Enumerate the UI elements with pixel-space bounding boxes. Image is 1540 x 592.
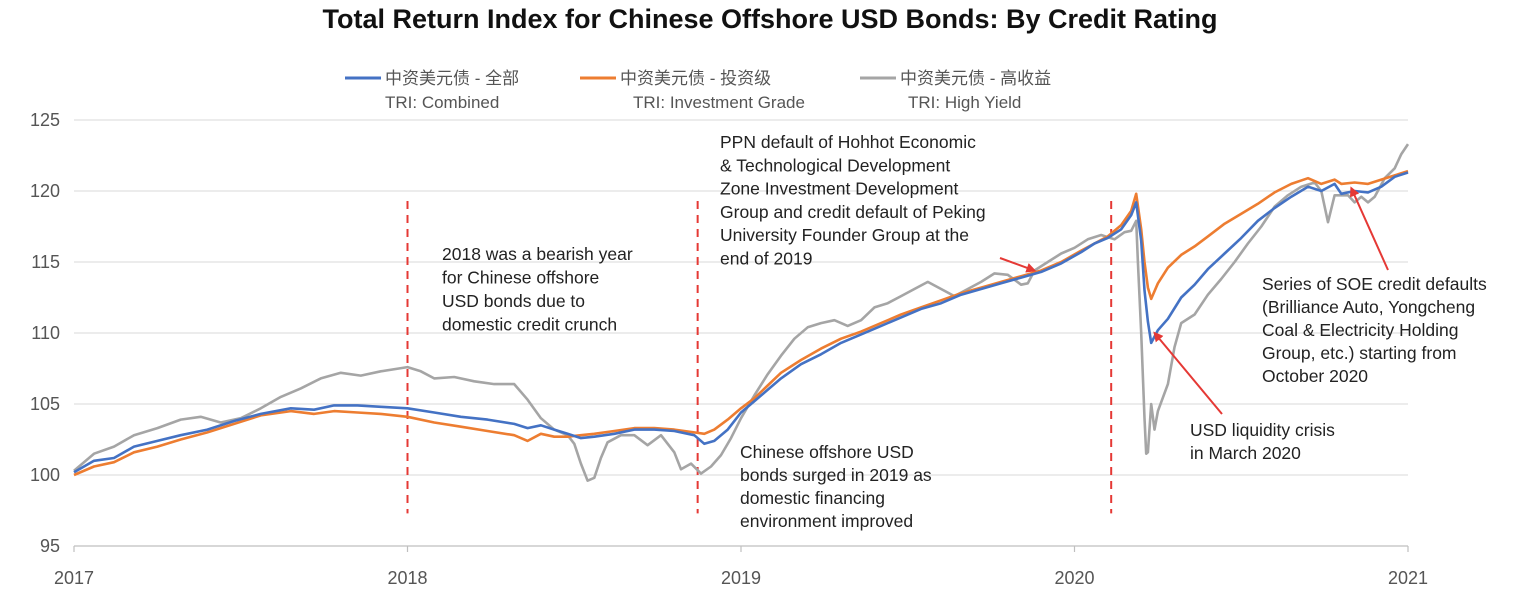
chart-title: Total Return Index for Chinese Offshore …: [322, 4, 1218, 34]
series-line-investment-grade: [73, 169, 1409, 477]
series-line-combined: [73, 171, 1409, 474]
annotation-line: end of 2019: [720, 249, 812, 269]
x-tick-label: 2018: [387, 568, 427, 588]
annotation-line: 2018 was a bearish year: [442, 244, 633, 264]
series-line-high-yield: [73, 143, 1410, 482]
legend-label: 中资美元债 - 高收益: [900, 69, 1051, 88]
annotation-line: Coal & Electricity Holding: [1262, 320, 1458, 340]
legend-sublabel: TRI: Combined: [385, 93, 499, 112]
annotation-line: Group, etc.) starting from: [1262, 343, 1457, 363]
annotation-line: PPN default of Hohhot Economic: [720, 132, 976, 152]
legend-label: 中资美元债 - 全部: [385, 69, 519, 88]
annotation-line: USD liquidity crisis: [1190, 420, 1335, 440]
annotation-line: Group and credit default of Peking: [720, 202, 986, 222]
annotation-ppn: PPN default of Hohhot Economic & Technolo…: [720, 132, 986, 269]
annotation-line: for Chinese offshore: [442, 268, 599, 288]
annotation-line: environment improved: [740, 511, 913, 531]
legend-label: 中资美元债 - 投资级: [620, 69, 771, 88]
annotation-arrow: [999, 257, 1037, 273]
series-lines: [73, 143, 1410, 482]
y-tick-label: 95: [40, 536, 60, 556]
x-tick-label: 2020: [1054, 568, 1094, 588]
annotation-line: domestic financing: [740, 488, 885, 508]
annotation-bearish: 2018 was a bearish year for Chinese offsh…: [442, 244, 633, 335]
y-tick-label: 115: [31, 252, 60, 272]
annotation-soe: Series of SOE credit defaults (Brilliance…: [1262, 274, 1487, 386]
y-tick-label: 100: [30, 465, 60, 485]
annotation-line: Zone Investment Development: [720, 179, 958, 199]
annotation-line: Series of SOE credit defaults: [1262, 274, 1487, 294]
annotation-line: in March 2020: [1190, 443, 1301, 463]
annotations: 2018 was a bearish year for Chinese offsh…: [442, 132, 1487, 531]
event-lines: [406, 200, 1113, 514]
annotation-line: University Founder Group at the: [720, 225, 969, 245]
x-tick-label: 2019: [721, 568, 761, 588]
annotation-line: USD bonds due to: [442, 291, 585, 311]
axes: 95 100 105 110 115 120 125 2017 2018 2019 2020 2021: [30, 110, 1428, 588]
y-tick-label: 125: [30, 110, 60, 130]
y-tick-label: 120: [30, 181, 60, 201]
x-tick-label: 2021: [1388, 568, 1428, 588]
y-tick-label: 110: [31, 323, 60, 343]
annotation-line: & Technological Development: [720, 155, 950, 175]
annotation-arrow: [1153, 331, 1223, 415]
x-tick-label: 2017: [54, 568, 94, 588]
annotation-line: October 2020: [1262, 366, 1368, 386]
annotation-liquidity: USD liquidity crisis in March 2020: [1190, 420, 1335, 463]
annotation-surge: Chinese offshore USD bonds surged in 2019…: [740, 442, 932, 531]
legend-sublabel: TRI: Investment Grade: [633, 93, 805, 112]
annotation-line: bonds surged in 2019 as: [740, 465, 932, 485]
y-tick-label: 105: [30, 394, 60, 414]
legend: 中资美元债 - 全部 TRI: Combined 中资美元债 - 投资级 TRI: I…: [345, 69, 1051, 112]
legend-sublabel: TRI: High Yield: [908, 93, 1021, 112]
annotation-line: (Brilliance Auto, Yongcheng: [1262, 297, 1475, 317]
annotation-line: domestic credit crunch: [442, 315, 617, 335]
annotation-arrow: [1350, 186, 1389, 271]
annotation-line: Chinese offshore USD: [740, 442, 914, 462]
